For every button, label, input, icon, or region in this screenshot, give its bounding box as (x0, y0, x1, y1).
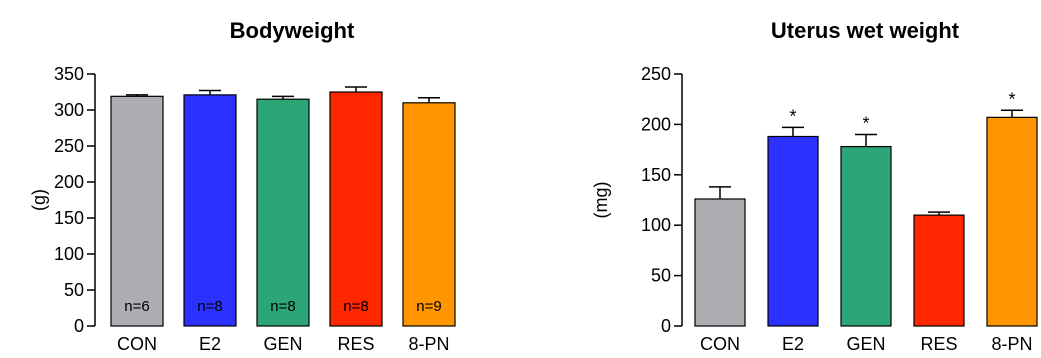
y-tick-label: 200 (641, 114, 671, 134)
y-tick-label: 100 (54, 244, 84, 264)
y-tick-label: 300 (54, 100, 84, 120)
significance-marker: * (1008, 89, 1015, 109)
x-tick-label: E2 (199, 334, 221, 354)
x-tick-label: E2 (782, 334, 804, 354)
x-tick-label: CON (117, 334, 157, 354)
y-tick-label: 100 (641, 215, 671, 235)
significance-marker: * (789, 106, 796, 126)
uterus-weight-chart: Uterus wet weight (mg) 0 50 100 150 200 250 CON *… (591, 18, 1038, 354)
x-tick-label: GEN (263, 334, 302, 354)
bodyweight-chart: Bodyweight (g) 0 50 100 150 200 250 300 350 n=6 CON… (29, 18, 456, 354)
bar-e2 (767, 135, 819, 327)
y-axis-label: (g) (29, 189, 49, 211)
chart-title: Bodyweight (230, 18, 355, 43)
sample-size-label: n=8 (270, 298, 295, 315)
bar-con (694, 198, 746, 327)
x-tick-label: 8-PN (408, 334, 449, 354)
y-tick-label: 150 (54, 208, 84, 228)
chart-title: Uterus wet weight (771, 18, 960, 43)
bar-res (913, 214, 965, 327)
sample-size-label: n=8 (197, 298, 222, 315)
y-tick-label: 250 (54, 136, 84, 156)
y-tick-label: 0 (74, 316, 84, 336)
x-tick-label: RES (920, 334, 957, 354)
y-tick-label: 50 (64, 280, 84, 300)
y-axis-label: (mg) (591, 182, 611, 219)
sample-size-label: n=9 (416, 298, 441, 315)
y-tick-label: 150 (641, 165, 671, 185)
x-tick-label: GEN (846, 334, 885, 354)
bar-e2 (183, 94, 237, 327)
x-tick-label: 8-PN (991, 334, 1032, 354)
y-tick-label: 0 (661, 316, 671, 336)
y-tick-label: 250 (641, 64, 671, 84)
x-tick-label: CON (700, 334, 740, 354)
bar-8-pn (986, 116, 1038, 327)
y-tick-label: 350 (54, 64, 84, 84)
y-tick-label: 50 (651, 266, 671, 286)
x-tick-label: RES (337, 334, 374, 354)
bar-8-pn (402, 102, 456, 327)
bar-res (329, 91, 383, 327)
bar-gen (256, 98, 310, 327)
bar-con (110, 95, 164, 327)
y-tick-label: 200 (54, 172, 84, 192)
significance-marker: * (862, 113, 869, 133)
sample-size-label: n=8 (343, 298, 368, 315)
bar-gen (840, 145, 892, 327)
sample-size-label: n=6 (124, 298, 149, 315)
